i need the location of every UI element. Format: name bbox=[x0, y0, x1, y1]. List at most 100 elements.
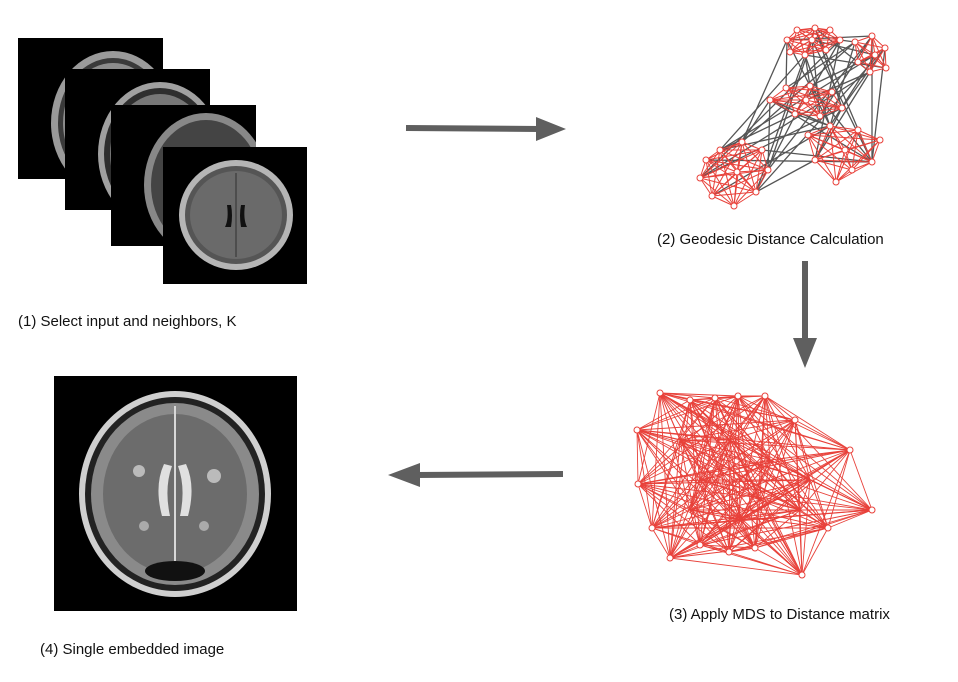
graph-edge bbox=[719, 149, 738, 173]
arrow-right-icon bbox=[405, 117, 566, 141]
graph-edge bbox=[728, 459, 771, 553]
graph-edge bbox=[814, 107, 843, 161]
graph-edge bbox=[669, 439, 731, 559]
graph-edge bbox=[741, 39, 788, 143]
graph-node bbox=[734, 392, 742, 400]
graph-node bbox=[764, 166, 772, 174]
graph-node bbox=[752, 188, 760, 196]
graph-edge bbox=[739, 519, 803, 576]
graph-edge bbox=[699, 439, 731, 546]
graph-edge bbox=[669, 397, 716, 559]
graph-edge bbox=[769, 85, 811, 101]
graph-edge bbox=[689, 399, 811, 481]
graph-edge bbox=[769, 459, 811, 481]
graph-edge bbox=[814, 71, 871, 161]
graph-edge bbox=[637, 483, 730, 553]
graph-edge bbox=[729, 439, 771, 461]
graph-edge bbox=[679, 439, 803, 576]
graph-edge bbox=[759, 479, 811, 501]
graph-node bbox=[702, 156, 710, 164]
graph-edge bbox=[785, 39, 788, 89]
graph-node bbox=[708, 192, 716, 200]
graph-edge bbox=[767, 39, 813, 171]
graph-edge bbox=[835, 139, 881, 183]
step-4-caption: (4) Single embedded image bbox=[40, 641, 225, 658]
graph-edge bbox=[807, 125, 831, 136]
graph-edge bbox=[794, 419, 811, 481]
graph-node bbox=[836, 36, 844, 44]
graph-edge bbox=[754, 547, 803, 576]
graph-edge bbox=[804, 49, 827, 56]
graph-edge bbox=[689, 509, 730, 553]
graph-node bbox=[711, 394, 719, 402]
graph-edge bbox=[711, 195, 735, 207]
graph-edge bbox=[827, 509, 873, 529]
graph-edge bbox=[728, 439, 731, 553]
graph-edge bbox=[679, 395, 766, 441]
graph-edge bbox=[844, 129, 859, 151]
graph-node bbox=[811, 156, 819, 164]
graph-edge bbox=[755, 169, 769, 193]
graph-edge bbox=[807, 134, 816, 161]
graph-edge bbox=[869, 47, 886, 73]
graph-edge bbox=[805, 99, 821, 117]
graph-edge bbox=[785, 87, 796, 115]
graph-node bbox=[826, 26, 834, 34]
graph-edge bbox=[809, 85, 843, 109]
graph-node bbox=[758, 146, 766, 154]
graph-node bbox=[848, 166, 856, 174]
graph-edge bbox=[814, 129, 859, 161]
graph-edge bbox=[719, 113, 796, 151]
graph-edge bbox=[814, 27, 841, 41]
graph-edge bbox=[741, 99, 771, 143]
graph-edge bbox=[679, 439, 801, 511]
graph-edge bbox=[636, 419, 796, 431]
graph-node bbox=[802, 96, 810, 104]
graph-edge bbox=[754, 509, 873, 549]
graph-edge bbox=[699, 171, 738, 179]
graph-edge bbox=[637, 392, 661, 485]
graph-edge bbox=[689, 509, 741, 521]
graph-edge bbox=[801, 527, 829, 576]
graph-edge bbox=[811, 39, 873, 163]
graph-edge bbox=[651, 509, 691, 529]
graph-edge bbox=[636, 429, 771, 461]
graph-edge bbox=[636, 429, 801, 511]
graph-edge bbox=[689, 439, 731, 511]
graph-edge bbox=[669, 439, 681, 559]
graph-node bbox=[798, 571, 806, 579]
graph-edge bbox=[719, 54, 876, 151]
graph-edge bbox=[651, 527, 701, 546]
graph-edge bbox=[759, 499, 829, 529]
graph-edge bbox=[799, 509, 829, 529]
graph-edge bbox=[739, 479, 811, 521]
graph-node bbox=[816, 112, 824, 120]
graph-node bbox=[811, 24, 819, 32]
graph-edge bbox=[651, 527, 730, 553]
graph-edge bbox=[736, 169, 769, 173]
graph-node bbox=[761, 392, 769, 400]
graph-edge bbox=[844, 149, 853, 171]
graph-edge bbox=[637, 483, 653, 529]
graph-edge bbox=[679, 439, 701, 481]
graph-node bbox=[826, 122, 834, 130]
graph-edge bbox=[764, 395, 851, 451]
graph-node bbox=[751, 544, 759, 552]
graph-edge bbox=[764, 395, 803, 576]
graph-edge bbox=[827, 449, 851, 529]
graph-edge bbox=[705, 141, 743, 161]
graph-edge bbox=[785, 87, 807, 101]
graph-edge bbox=[829, 125, 846, 151]
graph-edge bbox=[699, 499, 761, 546]
graph-edge bbox=[711, 141, 743, 197]
graph-node bbox=[808, 36, 816, 44]
graph-edge bbox=[869, 35, 873, 73]
graph-edge bbox=[669, 509, 801, 559]
graph-edge bbox=[854, 41, 886, 49]
graph-edge bbox=[769, 99, 821, 117]
graph-edge bbox=[728, 527, 829, 553]
graph-node bbox=[832, 178, 840, 186]
graph-node bbox=[882, 64, 890, 72]
graph-node bbox=[868, 32, 876, 40]
graph-node bbox=[696, 541, 704, 549]
